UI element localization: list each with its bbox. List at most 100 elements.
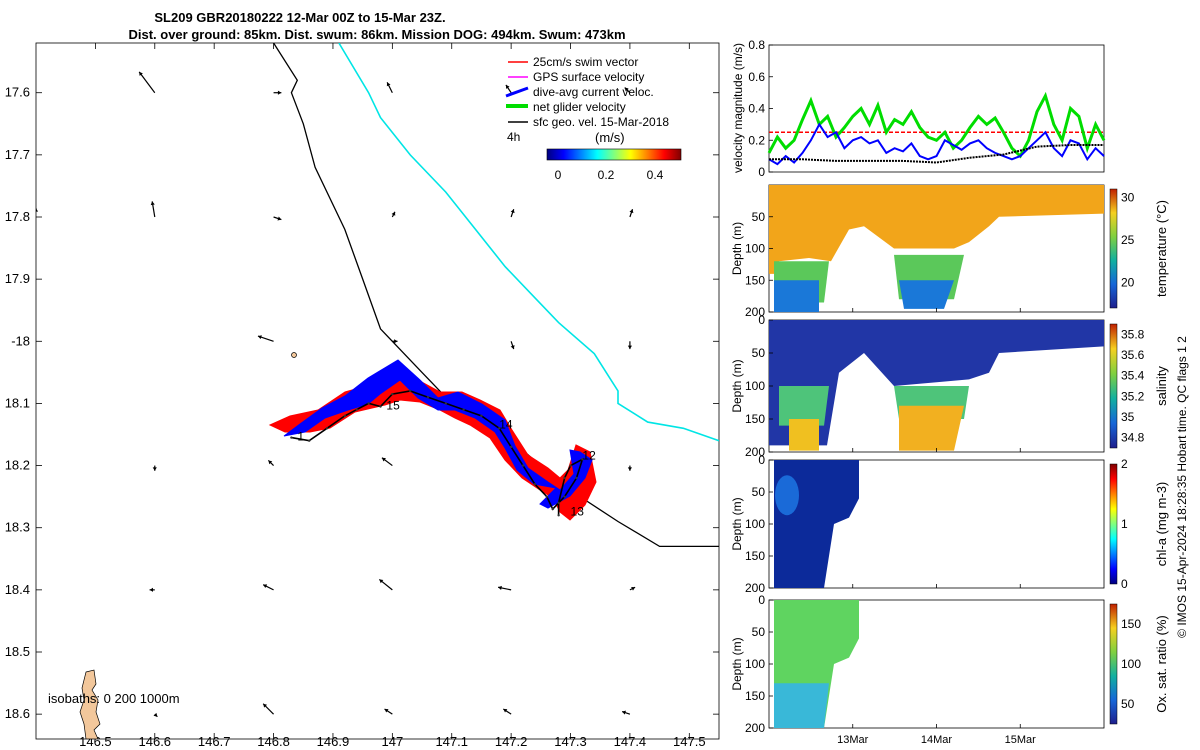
section-ylabel: Depth (m) (730, 359, 744, 412)
section-ylabel: Depth (m) (730, 637, 744, 690)
map-ytick-label: 17.8 (5, 209, 30, 224)
track-point (498, 427, 501, 430)
section-ytick-label: 200 (745, 445, 765, 459)
section-ylabel: Depth (m) (730, 497, 744, 550)
section-ytick-label: 50 (752, 346, 766, 360)
coastline (338, 43, 719, 442)
section-colorbar-label: temperature (°C) (1154, 200, 1169, 297)
sfc-vector-head (139, 71, 143, 76)
map-ytick-label: 18.4 (5, 582, 30, 597)
sfc-vector-head (505, 84, 510, 89)
section-ytick-label: 0 (758, 313, 765, 327)
map-xtick-label: 147.1 (435, 734, 468, 749)
sfc-vector-head (381, 457, 386, 462)
section-colorbar-tick: 35 (1121, 410, 1135, 424)
velocity-ylabel: velocity magnitude (m/s) (731, 43, 745, 173)
section-ytick-label: 150 (745, 273, 765, 287)
map-ytick-label: 17.7 (5, 147, 30, 162)
sfc-vector-head (391, 211, 396, 216)
track-point (581, 458, 584, 461)
sfc-vector-head (631, 586, 636, 591)
section-colorbar-tick: 35.6 (1121, 348, 1145, 362)
track-point (290, 436, 293, 439)
sfc-vector-head (36, 208, 39, 212)
track-point (563, 495, 566, 498)
track-day-label: 1 (297, 430, 304, 444)
sfc-vector-head (257, 335, 262, 340)
track-point (379, 405, 382, 408)
track-point (557, 501, 560, 505)
date-tick-label: 14Mar (921, 734, 953, 746)
legend-dac-label: dive-avg current veloc. (533, 85, 654, 99)
track-day-label: 14 (499, 417, 513, 431)
date-tick-label: 13Mar (837, 734, 869, 746)
section-ytick-label: 50 (752, 210, 766, 224)
section-colorbar-label: salinity (1154, 366, 1169, 406)
section-ytick-label: 100 (745, 242, 765, 256)
velocity-ytick-label: 0.2 (748, 133, 765, 147)
section-colorbar-tick: 20 (1121, 276, 1135, 290)
sfc-vector-head (627, 345, 632, 350)
map-vectors (36, 71, 636, 718)
track-point (563, 476, 566, 480)
sal-salty-layer-2 (899, 405, 964, 451)
sfc-vector-head (149, 587, 154, 592)
map-colorbar-tick-2: 0.4 (647, 168, 664, 182)
track-point (343, 414, 347, 418)
section-ytick-label: 200 (745, 305, 765, 319)
section-colorbar (1109, 603, 1118, 725)
map-xtick-label: 147.5 (673, 734, 706, 749)
sfc-vector-head (503, 708, 508, 713)
velocity-ytick-label: 0.4 (748, 102, 765, 116)
track-day-label: 13 (571, 504, 585, 518)
track-point (569, 464, 572, 467)
sfc-vector-head (622, 710, 627, 715)
sfc-vector-head (627, 467, 632, 471)
date-tick-label: 15Mar (1005, 734, 1037, 746)
legend-gps-label: GPS surface velocity (533, 70, 644, 84)
sfc-vector-head (263, 584, 268, 589)
section-colorbar-tick: 1 (1121, 517, 1128, 531)
section-colorbar-tick: 35.8 (1121, 327, 1145, 341)
section-ytick-label: 50 (752, 485, 766, 499)
oxy-low-layer (774, 683, 829, 728)
section-ytick-label: 200 (745, 721, 765, 735)
sfc-vector-head (386, 82, 391, 87)
section-ylabel: Depth (m) (730, 222, 744, 275)
figure-title-line1: SL209 GBR20180222 12-Mar 00Z to 15-Mar 2… (154, 10, 445, 25)
sfc-vector-head (629, 209, 634, 214)
sal-fresh-layer (769, 320, 1104, 446)
map-ticks: 146.5 146.6 146.7 146.8 146.9 147 147.1 147.2 14… (5, 43, 719, 749)
track-point (444, 402, 447, 405)
section-colorbar-tick: 25 (1121, 233, 1135, 247)
sfc-vector-head (510, 345, 515, 350)
track-point (367, 402, 370, 405)
section-colorbar (1109, 323, 1118, 449)
sal-salty-layer-1 (789, 419, 819, 451)
map-xtick-label: 146.6 (139, 734, 172, 749)
figure-title-line2: Dist. over ground: 85km. Dist. swum: 86k… (128, 27, 625, 42)
section-ytick-label: 150 (745, 412, 765, 426)
section-ytick-label: 0 (758, 453, 765, 467)
sfc-vector-head (498, 585, 502, 590)
track-point (308, 439, 311, 442)
map-xtick-label: 146.7 (198, 734, 231, 749)
section-temperature: 50 100 150 200 Depth (m) 30 25 20 temperature (°… (730, 184, 1169, 319)
velocity-lines (767, 91, 1106, 166)
sfc-vector-head (263, 703, 268, 708)
map-ytick-label: 18.5 (5, 644, 30, 659)
map-colorbar-tick-0: 0 (555, 168, 562, 182)
reef-island (291, 352, 297, 358)
map-xtick-label: 147.2 (495, 734, 528, 749)
legend-scale-label: 4h (507, 130, 520, 144)
section-colorbar-tick: 100 (1121, 657, 1141, 671)
map-colorbar-tick-1: 0.2 (598, 168, 615, 182)
velocity-series-line (769, 144, 1104, 164)
map-ytick-label: 17.6 (5, 85, 30, 100)
map-ytick-label: 17.9 (5, 271, 30, 286)
map-xtick-label: 147.4 (614, 734, 647, 749)
section-colorbar-tick: 150 (1121, 617, 1141, 631)
velocity-ytick-label: 0.6 (748, 70, 765, 84)
